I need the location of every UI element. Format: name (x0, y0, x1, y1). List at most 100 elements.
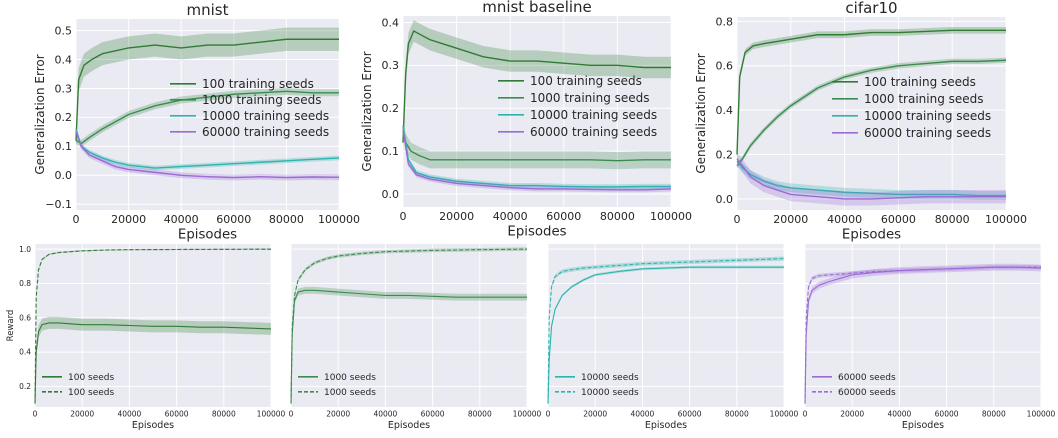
x-tick-label: 40000 (117, 410, 141, 419)
y-tick-label: −0.1 (45, 198, 72, 211)
series-line-1 (736, 29, 1006, 155)
chart-3: 0 20000 40000 60000 80000 100000 0.0 0.2 0.4 0.6 0… (694, 0, 1027, 242)
y-tick-label: 0.0 (55, 169, 73, 182)
series-band-4 (737, 152, 1006, 206)
x-tick-label: 0 (289, 410, 294, 419)
x-tick-label: 80000 (982, 410, 1006, 419)
series-band-3 (76, 126, 339, 171)
chart-title: mnist baseline (482, 0, 592, 16)
x-tick-label: 80000 (468, 410, 492, 419)
plot-background (291, 244, 527, 407)
series-band-1 (291, 286, 527, 407)
x-tick-label: 80000 (269, 213, 304, 226)
series-band-1 (35, 316, 271, 410)
y-tick-label: 1.0 (19, 245, 31, 254)
y-tick-label: 0.0 (716, 193, 734, 206)
legend-label: 100 seeds (68, 388, 115, 398)
x-tick-label: 80000 (725, 410, 749, 419)
y-tick-label: 0.4 (55, 53, 73, 66)
y-tick-label: 0.2 (55, 111, 73, 124)
legend-label: 100 seeds (68, 373, 115, 383)
series-line-1 (402, 30, 671, 143)
y-tick-label: 0.6 (716, 60, 734, 73)
y-tick-label: 0.4 (382, 16, 400, 29)
legend-label: 10000 training seeds (530, 108, 657, 122)
series-line-1 (547, 266, 784, 404)
series-band-4 (76, 128, 339, 181)
legend-label: 1000 seeds (324, 373, 376, 383)
plot-background (35, 244, 271, 407)
legend-label: 1000 training seeds (864, 92, 984, 106)
x-tick-label: 20000 (583, 410, 607, 419)
y-tick-label: 0.8 (19, 279, 31, 288)
legend-label: 60000 seeds (838, 388, 896, 398)
y-tick-label: 0.6 (19, 313, 31, 322)
series-band-1 (403, 20, 671, 154)
x-tick-label: 0 (73, 213, 80, 226)
x-tick-label: 40000 (630, 410, 654, 419)
legend-label: 10000 seeds (581, 373, 639, 383)
x-tick-label: 40000 (827, 213, 862, 226)
x-tick-label: 100000 (985, 213, 1027, 226)
y-tick-label: 0.3 (382, 59, 400, 72)
y-tick-label: 0.3 (55, 82, 73, 95)
y-tick-label: 0.2 (19, 382, 31, 391)
x-tick-label: 60000 (546, 210, 581, 223)
chart-2: 0 20000 40000 60000 80000 100000 0.0 0.1 0.2 0.3 0… (360, 0, 692, 239)
x-tick-label: 40000 (373, 410, 397, 419)
x-tick-label: 60000 (935, 410, 959, 419)
y-tick-label: 0.2 (382, 102, 400, 115)
x-axis-label: Episodes (645, 420, 687, 431)
legend-label: 1000 training seeds (202, 93, 322, 107)
x-tick-label: 80000 (600, 210, 635, 223)
series-line-2 (34, 248, 272, 404)
x-tick-label: 0 (803, 410, 808, 419)
plot-background (548, 244, 784, 407)
x-tick-label: 20000 (773, 213, 808, 226)
y-tick-label: 0.4 (716, 104, 734, 117)
series-band-1 (76, 27, 339, 153)
series-line-2 (804, 266, 1041, 404)
y-axis-label: Generalization Error (694, 53, 708, 173)
series-line-2 (290, 248, 528, 404)
chart-5: 0 20000 40000 60000 80000 100000 Episodes 1000 … (289, 244, 542, 431)
x-tick-label: 0 (546, 410, 551, 419)
legend-label: 10000 seeds (581, 388, 639, 398)
x-tick-label: 20000 (840, 410, 864, 419)
x-tick-label: 20000 (70, 410, 94, 419)
x-tick-label: 100000 (770, 410, 799, 419)
legend-label: 10000 training seeds (202, 109, 329, 123)
series-line-2 (402, 125, 671, 162)
y-tick-label: 0.2 (716, 148, 734, 161)
series-line-3 (402, 125, 671, 188)
series-line-4 (75, 131, 340, 179)
chart-7: 0 20000 40000 60000 80000 100000 Episodes 60000… (803, 244, 1056, 431)
x-axis-label: Episodes (178, 227, 237, 242)
y-axis-label: Generalization Error (360, 51, 374, 171)
series-line-2 (736, 59, 1007, 167)
x-tick-label: 60000 (678, 410, 702, 419)
series-line-4 (736, 158, 1006, 200)
x-tick-label: 100000 (318, 213, 360, 226)
x-tick-label: 100000 (513, 410, 542, 419)
x-tick-label: 60000 (881, 213, 916, 226)
chart-title: cifar10 (845, 0, 897, 17)
x-tick-label: 20000 (111, 213, 146, 226)
plot-background (403, 16, 671, 207)
x-tick-label: 80000 (212, 410, 236, 419)
legend-label: 100 training seeds (864, 75, 976, 89)
legend-label: 1000 training seeds (530, 91, 650, 105)
series-line-1 (290, 289, 527, 404)
x-axis-label: Episodes (132, 420, 174, 431)
y-tick-label: 0.0 (382, 188, 400, 201)
plot-background (76, 19, 339, 210)
x-axis-label: Episodes (902, 420, 944, 431)
chart-6: 0 20000 40000 60000 80000 100000 Episodes 10000… (546, 244, 799, 431)
series-line-3 (736, 160, 1006, 197)
y-axis-label: Reward (6, 310, 16, 342)
series-band-2 (403, 116, 671, 170)
x-axis-label: Episodes (388, 420, 430, 431)
x-tick-label: 20000 (439, 210, 474, 223)
y-tick-label: 0.1 (55, 140, 73, 153)
